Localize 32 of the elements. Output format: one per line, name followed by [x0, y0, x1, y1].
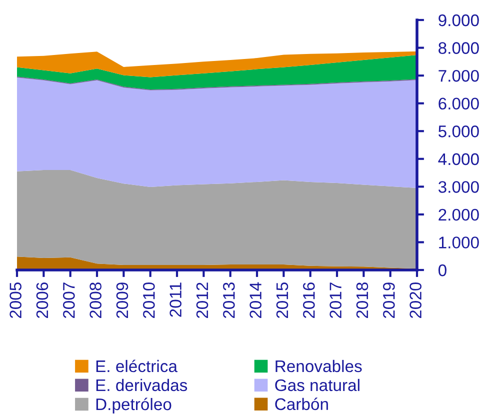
x-tick-label: 2019: [383, 282, 395, 318]
x-tick-label: 2016: [303, 282, 315, 318]
x-tick-label: 2012: [196, 282, 208, 318]
legend-label: E. eléctrica: [96, 360, 178, 372]
legend-label: Renovables: [276, 360, 362, 372]
x-tick-label: 2010: [143, 282, 155, 318]
legend-label: Gas natural: [275, 378, 360, 392]
x-tick-label: 2006: [36, 282, 48, 318]
x-tick-label: 2005: [10, 282, 22, 318]
x-tick-label: 2018: [356, 282, 368, 318]
y-tick-label: 5.000: [438, 126, 479, 138]
y-tick-label: 3.000: [438, 181, 479, 193]
y-tick-label: 8.000: [438, 42, 479, 54]
x-tick-label: 2020: [410, 282, 422, 318]
y-tick-label: 2.000: [438, 208, 479, 221]
x-tick-label: 2013: [223, 282, 235, 318]
x-tick-label: 2007: [63, 282, 75, 318]
x-tick-label: 2015: [276, 282, 288, 318]
y-tick-label: 0: [438, 264, 446, 276]
x-tick-label: 2009: [116, 282, 128, 318]
y-tick-label: 6.000: [438, 98, 479, 110]
legend-label: E. derivadas: [96, 378, 188, 392]
legend-label: Carbón: [275, 398, 328, 410]
y-tick-label: 1.000: [439, 236, 479, 248]
x-tick-label: 2017: [330, 282, 342, 318]
x-tick-label: 2011: [170, 282, 182, 317]
x-tick-label: 2008: [90, 282, 102, 318]
x-tick-label: 2014: [250, 282, 262, 318]
y-tick-label: 7.000: [438, 70, 479, 82]
y-tick-label: 4.000: [438, 153, 479, 166]
legend-label: D.petróleo: [96, 398, 172, 414]
y-tick-label: 9.000: [438, 14, 479, 26]
